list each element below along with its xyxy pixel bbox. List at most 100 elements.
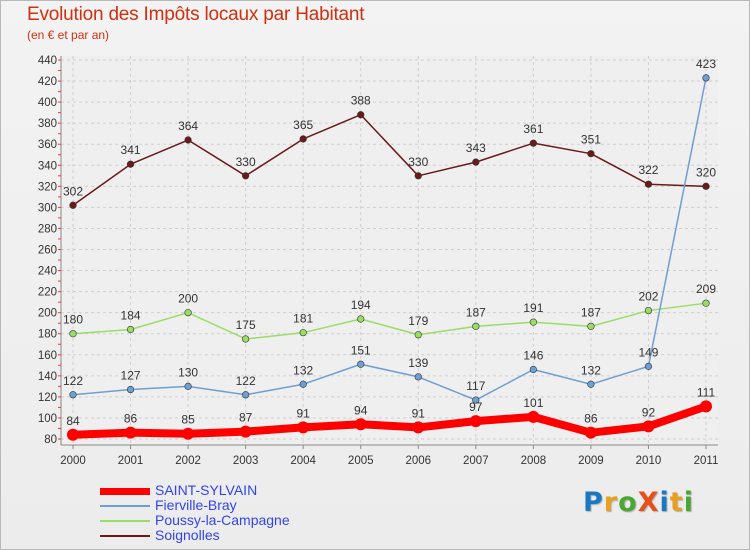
data-label: 320 — [696, 165, 716, 179]
logo-letter: t — [669, 487, 684, 518]
data-label: 132 — [293, 363, 313, 377]
data-point — [414, 331, 422, 339]
x-tick-label: 2007 — [463, 455, 489, 467]
data-label: 132 — [581, 363, 601, 377]
data-point — [299, 135, 307, 143]
y-tick-label: 420 — [38, 76, 57, 88]
data-point — [587, 322, 595, 330]
data-label: 343 — [466, 141, 486, 155]
data-label: 94 — [354, 403, 368, 417]
data-point — [414, 172, 422, 180]
data-point — [354, 418, 367, 431]
data-point — [242, 172, 250, 180]
data-point — [126, 385, 135, 394]
data-label: 202 — [638, 290, 658, 304]
legend-swatch-saint-sylvain — [100, 488, 150, 495]
x-tick-label: 2004 — [290, 455, 316, 467]
legend-label: Soignolles — [155, 527, 220, 543]
data-label: 364 — [178, 119, 198, 133]
data-label: 86 — [584, 412, 598, 426]
data-point — [472, 396, 480, 404]
data-label: 149 — [638, 345, 658, 359]
data-label: 86 — [124, 412, 138, 426]
data-label: 330 — [408, 155, 428, 169]
y-tick-label: 380 — [38, 118, 57, 130]
logo-letter: r — [603, 487, 619, 518]
data-point — [529, 365, 537, 374]
y-tick-label: 300 — [38, 202, 57, 214]
data-point — [299, 380, 307, 388]
data-point — [242, 391, 250, 399]
x-tick-label: 2000 — [60, 455, 86, 467]
data-point — [357, 315, 365, 323]
data-label: 111 — [697, 385, 716, 399]
data-label: 187 — [466, 305, 486, 319]
data-label: 388 — [351, 94, 371, 108]
y-tick-label: 220 — [38, 287, 57, 299]
data-point — [472, 158, 480, 166]
data-point — [412, 421, 425, 434]
data-point — [124, 426, 137, 439]
data-label: 191 — [523, 301, 543, 315]
data-point — [642, 420, 655, 433]
series-line — [72, 77, 707, 401]
plot-area — [61, 56, 718, 445]
data-point — [529, 318, 537, 326]
chart-subtitle: (en € et par an) — [27, 28, 110, 42]
logo-letter: P — [583, 487, 604, 518]
data-point — [357, 111, 365, 119]
y-tick-label: 440 — [38, 55, 57, 67]
data-label: 146 — [523, 349, 543, 363]
x-tick-label: 2008 — [521, 455, 547, 467]
data-point — [702, 74, 710, 82]
data-point — [469, 415, 482, 428]
series-line — [72, 113, 707, 207]
proxiti-logo: ProXiti — [583, 487, 694, 518]
data-point — [184, 309, 192, 317]
data-label: 302 — [63, 184, 83, 198]
data-label: 181 — [293, 312, 313, 326]
y-tick-label: 200 — [38, 308, 57, 320]
data-label: 361 — [523, 122, 543, 136]
data-label: 92 — [642, 405, 656, 419]
data-point — [472, 322, 480, 330]
data-point — [126, 325, 135, 334]
data-point — [69, 330, 77, 338]
data-point — [414, 373, 422, 381]
data-label: 151 — [351, 343, 371, 357]
data-point — [67, 428, 79, 441]
data-point — [69, 201, 77, 209]
y-tick-label: 400 — [38, 97, 57, 109]
data-label: 87 — [239, 411, 253, 425]
logo-letter: i — [659, 487, 670, 518]
data-point — [182, 427, 195, 440]
data-label: 184 — [121, 309, 141, 323]
data-point — [297, 421, 310, 434]
logo-letter: o — [618, 487, 638, 518]
x-tick-label: 2005 — [348, 455, 374, 467]
data-label: 179 — [408, 314, 428, 328]
data-label: 423 — [696, 57, 716, 71]
chart-title: Evolution des Impôts locaux par Habitant — [27, 4, 365, 25]
logo-letter: X — [637, 487, 660, 518]
data-label: 122 — [63, 374, 83, 388]
x-tick-label: 2011 — [694, 455, 719, 467]
data-label: 187 — [581, 305, 601, 319]
y-tick-label: 80 — [44, 434, 57, 446]
data-point — [527, 410, 540, 423]
data-point — [644, 306, 653, 315]
data-point — [242, 335, 250, 343]
data-label: 180 — [63, 313, 83, 327]
y-tick-label: 260 — [38, 245, 57, 257]
data-point — [702, 299, 710, 307]
data-point — [702, 182, 710, 190]
legend-swatch-poussy-la-campagne — [100, 520, 150, 522]
legend-swatch-soignolles — [100, 535, 150, 537]
y-tick-label: 180 — [38, 329, 57, 341]
series-line — [72, 302, 707, 340]
data-label: 117 — [466, 379, 485, 393]
data-label: 101 — [523, 396, 543, 410]
x-tick-label: 2001 — [118, 455, 144, 467]
data-label: 91 — [412, 406, 426, 420]
